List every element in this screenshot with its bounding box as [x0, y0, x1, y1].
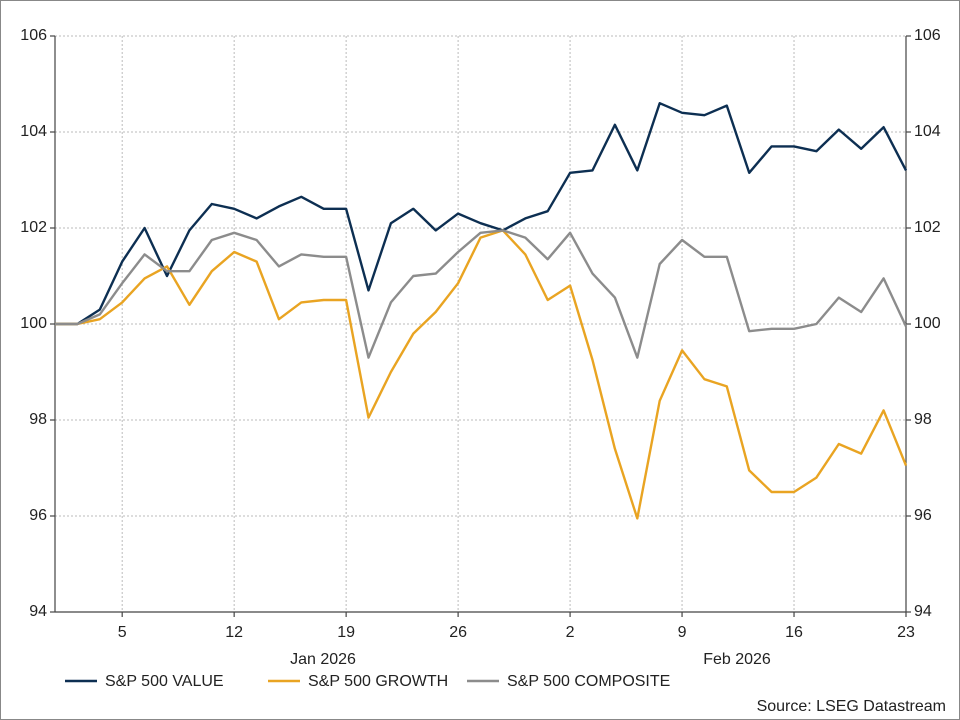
series-line [55, 229, 908, 359]
x-tick-label: 23 [897, 624, 915, 641]
y2-tick-label: 94 [914, 603, 932, 620]
x-tick-label: 16 [785, 624, 803, 641]
y-tick-label: 98 [29, 411, 47, 428]
y-tick-label: 106 [20, 27, 47, 44]
y-tick-label: 96 [29, 507, 47, 524]
x-tick-label: 26 [449, 624, 467, 641]
legend-label: S&P 500 COMPOSITE [507, 673, 670, 690]
y2-tick-label: 102 [914, 219, 941, 236]
x-tick-label: 5 [118, 624, 127, 641]
month-label: Jan 2026 [290, 651, 356, 668]
legend-label: S&P 500 GROWTH [308, 673, 448, 690]
y-tick-label: 104 [20, 123, 47, 140]
y2-tick-label: 100 [914, 315, 941, 332]
x-tick-label: 2 [566, 624, 575, 641]
legend-label: S&P 500 VALUE [105, 673, 224, 690]
y2-tick-label: 104 [914, 123, 941, 140]
source: Source: LSEG Datastream [757, 698, 946, 715]
y-tick-label: 100 [20, 315, 47, 332]
y2-tick-label: 106 [914, 27, 941, 44]
month-label: Feb 2026 [703, 651, 771, 668]
y2-tick-label: 96 [914, 507, 932, 524]
x-tick-label: 9 [678, 624, 687, 641]
series-line [55, 229, 908, 520]
y2-tick-label: 98 [914, 411, 932, 428]
x-tick-label: 19 [337, 624, 355, 641]
series-line [55, 102, 908, 326]
y-tick-label: 102 [20, 219, 47, 236]
y-tick-label: 94 [29, 603, 47, 620]
x-tick-label: 12 [225, 624, 243, 641]
